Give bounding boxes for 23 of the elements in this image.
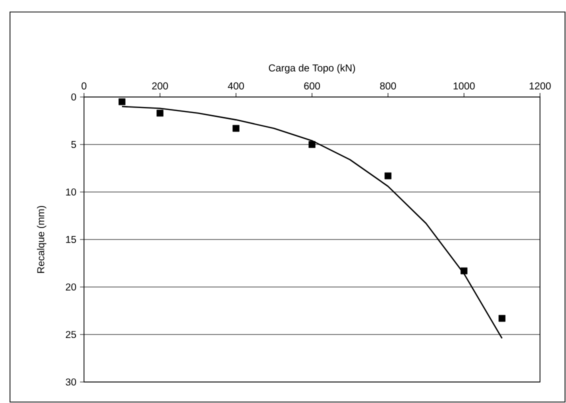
x-tick-label: 1200 <box>530 82 551 90</box>
x-tick-label: 1000 <box>454 82 475 90</box>
x-tick-label: 400 <box>228 82 244 90</box>
y-tick-label: 25 <box>66 330 76 338</box>
y-tick-label: 0 <box>71 93 76 101</box>
point <box>384 172 392 180</box>
y-axis-title: Recalque (mm) <box>36 206 46 273</box>
point <box>308 141 316 148</box>
y-tick-label: 30 <box>66 378 76 386</box>
point <box>156 110 164 117</box>
point <box>232 124 240 132</box>
x-tick-label: 0 <box>82 82 86 90</box>
y-tick-label: 15 <box>66 236 76 243</box>
x-tick-label: 200 <box>152 82 168 90</box>
point <box>460 267 468 274</box>
x-tick-label: 600 <box>304 82 320 90</box>
y-tick-label: 5 <box>71 141 76 148</box>
x-axis-title: Carga de Topo (kN) <box>268 64 355 74</box>
y-tick-label: 10 <box>66 188 76 196</box>
x-tick-label: 800 <box>380 82 396 90</box>
y-tick-label: 20 <box>66 283 76 291</box>
point <box>118 98 126 106</box>
point <box>498 314 506 322</box>
